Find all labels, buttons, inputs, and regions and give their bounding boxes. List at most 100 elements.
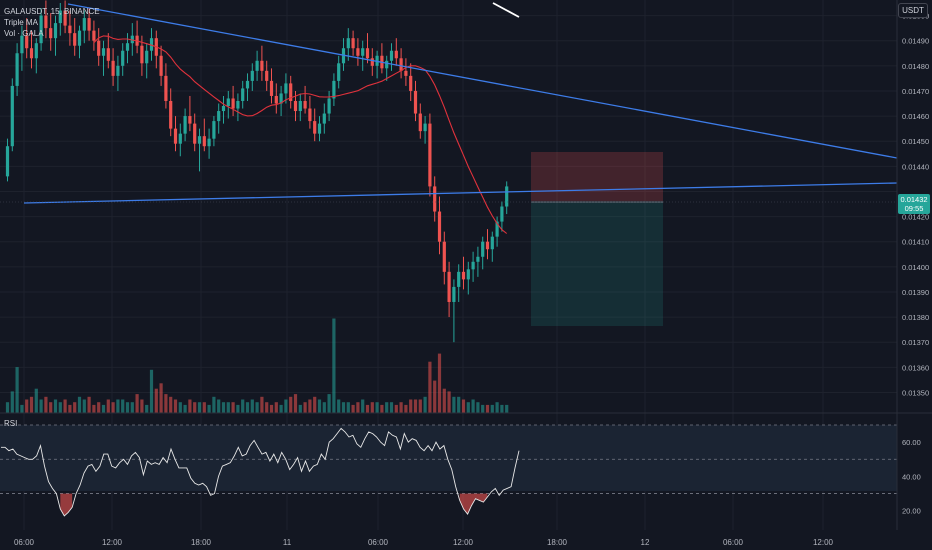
bar-countdown: 09:55: [904, 204, 924, 213]
take-profit-zone[interactable]: [531, 202, 663, 326]
indicator-triple-ma[interactable]: Triple MA: [4, 18, 38, 27]
volume-bar: [92, 404, 96, 413]
candle: [505, 181, 509, 215]
candle: [356, 38, 360, 66]
volume-bar: [471, 399, 475, 413]
volume-bar: [231, 402, 235, 413]
volume-bar: [442, 388, 446, 413]
time-axis[interactable]: 06:00 12:00 18:00 11 06:00 12:00 18:00 12 06:00 1…: [14, 538, 834, 547]
candle: [221, 95, 226, 124]
volume-bar: [82, 399, 86, 413]
volume-bar: [77, 396, 82, 413]
price-tick-label: 0.01450: [902, 137, 929, 146]
price-tick-label: 0.01490: [902, 37, 929, 46]
candle: [49, 13, 53, 51]
volume-bar: [308, 399, 312, 413]
volume-bar: [341, 402, 346, 413]
volume-bar: [433, 380, 437, 413]
indicator-volume[interactable]: Vol · GALA: [4, 29, 44, 38]
candle: [44, 0, 48, 39]
price-tick-label: 0.01380: [902, 313, 929, 322]
candle: [217, 103, 221, 134]
volume-bar: [260, 396, 264, 413]
volume-bar: [241, 399, 245, 413]
volume-bar: [135, 394, 139, 413]
rsi-axis[interactable]: 60.00 40.00 20.00: [902, 438, 921, 516]
candle: [298, 93, 302, 122]
candle: [322, 103, 326, 134]
volume-bar: [202, 402, 206, 413]
candle: [159, 45, 163, 86]
currency-button[interactable]: USDT: [898, 3, 928, 18]
candle: [466, 261, 470, 295]
volume-bar: [125, 402, 130, 413]
price-axis[interactable]: 0.015000.014900.014800.014700.014600.014…: [902, 12, 929, 398]
last-price-value: 0.01432: [900, 195, 928, 204]
candle: [442, 231, 446, 285]
volume-bar: [169, 396, 173, 413]
volume-bar: [250, 399, 254, 413]
volume-bar: [385, 402, 389, 413]
volume-bar: [53, 399, 58, 413]
price-tick-label: 0.01460: [902, 112, 929, 121]
volume-bar: [116, 399, 120, 413]
volume-bar: [500, 404, 504, 413]
symbol-title[interactable]: GALAUSDT, 15, BINANCE: [4, 7, 100, 16]
rsi-background: [0, 425, 897, 491]
candle: [279, 85, 283, 117]
volume-bar: [346, 402, 350, 413]
volume-bar: [212, 396, 216, 413]
volume-bar: [121, 399, 125, 413]
time-tick-label: 06:00: [723, 538, 744, 547]
candle: [437, 196, 442, 255]
candle: [413, 80, 418, 122]
candle: [97, 28, 101, 66]
volume-bar: [428, 361, 432, 413]
candle: [20, 25, 24, 71]
volume-bar: [178, 402, 182, 413]
stop-loss-zone[interactable]: [531, 152, 663, 201]
volume-bar: [145, 404, 149, 413]
candle: [332, 73, 336, 107]
volume-bars: [5, 318, 509, 413]
candle: [476, 246, 480, 277]
volume-bar: [245, 402, 250, 413]
last-price-badge: 0.01432 09:55: [898, 194, 930, 214]
volume-bar: [365, 404, 370, 413]
candle: [385, 55, 389, 81]
candle: [106, 33, 110, 69]
candle: [389, 43, 394, 71]
volume-bar: [58, 402, 62, 413]
volume-bar: [317, 399, 322, 413]
candle: [231, 85, 235, 117]
candle: [68, 10, 72, 46]
volume-bar: [193, 402, 197, 413]
lower-trendline[interactable]: [23, 182, 898, 204]
volume-bar: [63, 399, 67, 413]
price-tick-label: 0.01420: [902, 213, 929, 222]
volume-bar: [149, 369, 154, 413]
volume-bar: [5, 402, 10, 413]
candle: [500, 201, 504, 232]
candle: [87, 8, 91, 41]
rsi-tick-label: 60.00: [902, 438, 921, 447]
volume-bar: [481, 404, 485, 413]
volume-bar: [404, 404, 408, 413]
price-tick-label: 0.01470: [902, 87, 929, 96]
price-tick-label: 0.01390: [902, 288, 929, 297]
rsi-title[interactable]: RSI: [4, 419, 18, 428]
volume-bar: [418, 399, 422, 413]
volume-bar: [265, 402, 269, 413]
upper-trendline[interactable]: [67, 3, 898, 159]
candle: [241, 80, 245, 109]
candle: [236, 93, 240, 122]
volume-bar: [505, 404, 509, 413]
volume-bar: [68, 404, 72, 413]
volume-bar: [399, 402, 403, 413]
candle: [145, 43, 149, 79]
candle: [452, 279, 456, 343]
time-tick-label: 12:00: [453, 538, 474, 547]
volume-bar: [409, 399, 413, 413]
position-tool[interactable]: [531, 152, 663, 326]
